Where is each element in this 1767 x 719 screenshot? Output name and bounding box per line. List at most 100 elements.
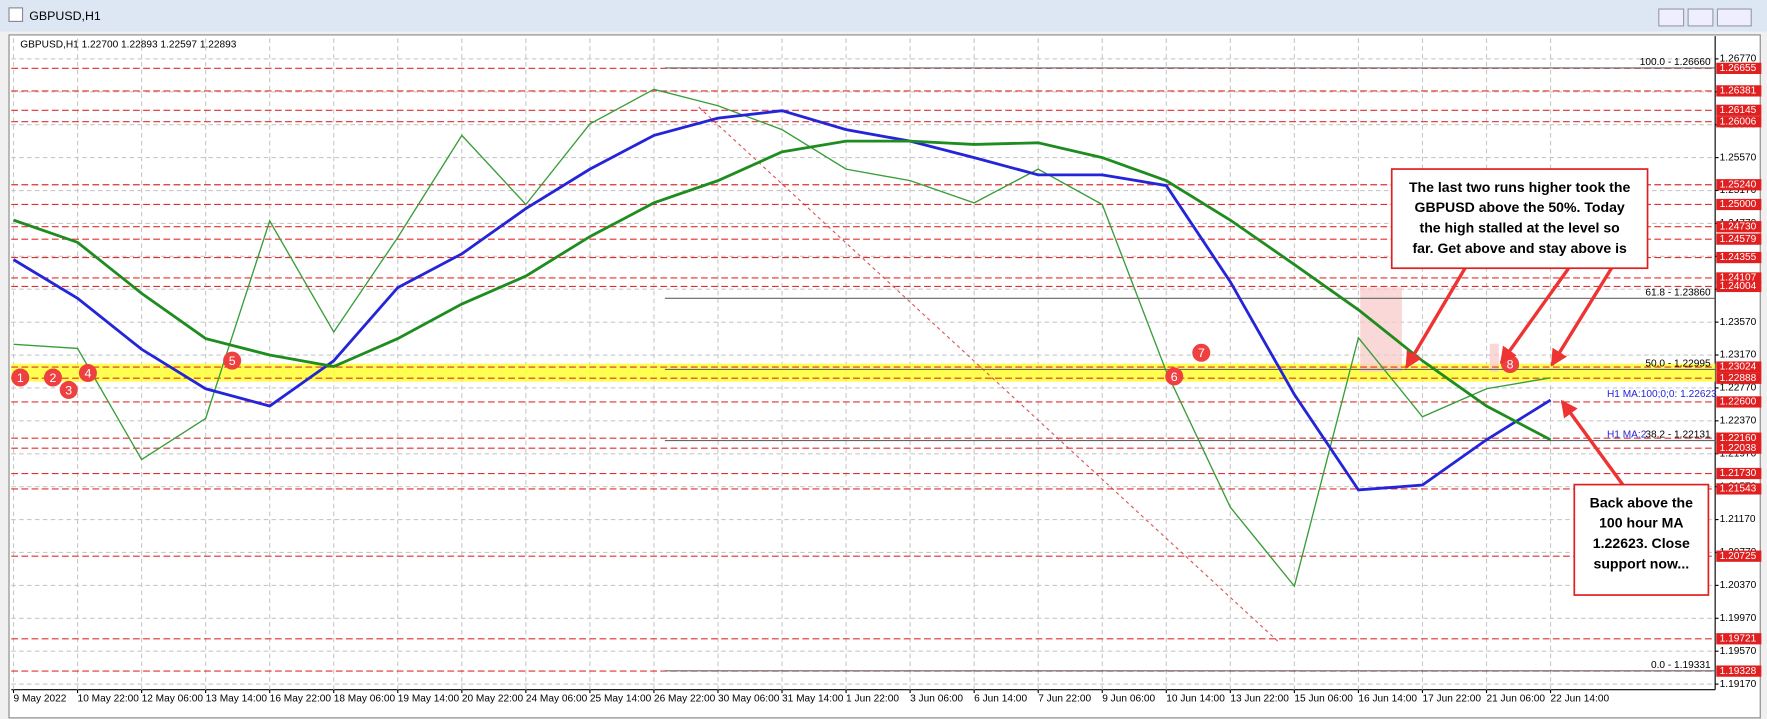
arrow bbox=[1550, 267, 1613, 367]
x-tick-label: 31 May 14:00 bbox=[782, 693, 844, 704]
marker-label: 7 bbox=[1198, 346, 1205, 360]
level-tag bbox=[1716, 116, 1762, 128]
marker-label: 4 bbox=[84, 366, 91, 380]
level-tag bbox=[1716, 179, 1762, 191]
y-tick-label: 1.23570 bbox=[1720, 317, 1757, 328]
marker-label: 1 bbox=[17, 371, 24, 385]
x-tick-label: 21 Jun 06:00 bbox=[1487, 693, 1546, 704]
level-label: 1.24730 bbox=[1720, 221, 1757, 232]
level-label: 1.22038 bbox=[1720, 443, 1757, 454]
x-tick-label: 19 May 14:00 bbox=[398, 693, 460, 704]
maximize-button[interactable] bbox=[1687, 8, 1714, 27]
marker-label: 8 bbox=[1507, 357, 1514, 371]
fib-label: 50.0 - 1.22995 bbox=[1645, 358, 1711, 369]
y-tick-label: 1.19570 bbox=[1720, 646, 1757, 657]
marker-circle bbox=[11, 368, 30, 387]
x-tick-label: 16 Jun 14:00 bbox=[1358, 693, 1417, 704]
level-label: 1.23024 bbox=[1720, 362, 1757, 373]
level-tag bbox=[1716, 633, 1762, 645]
level-tag bbox=[1716, 372, 1762, 384]
level-tag bbox=[1716, 483, 1762, 495]
fib-label: 0.0 - 1.19331 bbox=[1651, 660, 1711, 671]
x-tick-label: 18 May 06:00 bbox=[334, 693, 396, 704]
x-tick-label: 13 Jun 22:00 bbox=[1230, 693, 1289, 704]
level-label: 1.24355 bbox=[1720, 252, 1757, 263]
x-tick-label: 7 Jun 22:00 bbox=[1038, 693, 1091, 704]
annotation-text: 1.22623. Close bbox=[1593, 535, 1690, 551]
x-tick-label: 13 May 14:00 bbox=[206, 693, 268, 704]
marker-circle bbox=[1192, 343, 1211, 362]
ma-label: H1 MA:2 bbox=[1607, 430, 1647, 441]
fib-label: 38.2 - 1.22131 bbox=[1645, 430, 1711, 441]
x-tick-label: 17 Jun 22:00 bbox=[1422, 693, 1481, 704]
level-tag bbox=[1716, 467, 1762, 480]
x-tick-label: 15 Jun 06:00 bbox=[1294, 693, 1353, 704]
highlight bbox=[1489, 343, 1499, 372]
level-tag bbox=[1716, 221, 1762, 233]
window-title: GBPUSD,H1 bbox=[29, 9, 101, 23]
level-tag bbox=[1716, 396, 1762, 408]
y-tick-label: 1.25170 bbox=[1720, 185, 1757, 196]
ma-label: H1 MA:100;0;0: 1.22623 bbox=[1607, 389, 1717, 400]
marker-circle bbox=[43, 368, 62, 387]
x-tick-label: 12 May 06:00 bbox=[142, 693, 204, 704]
x-tick-label: 20 May 22:00 bbox=[462, 693, 524, 704]
level-tag bbox=[1716, 251, 1762, 264]
x-tick-label: 9 May 2022 bbox=[14, 693, 67, 704]
level-label: 1.19328 bbox=[1720, 666, 1757, 677]
info-line: GBPUSD,H1 1.22700 1.22893 1.22597 1.2289… bbox=[20, 40, 237, 51]
moving-average bbox=[13, 139, 1552, 442]
x-tick-label: 16 May 22:00 bbox=[270, 693, 332, 704]
level-tag bbox=[1716, 272, 1762, 284]
level-label: 1.21543 bbox=[1720, 484, 1757, 495]
arrow bbox=[1560, 399, 1625, 486]
x-tick-label: 10 May 22:00 bbox=[78, 693, 140, 704]
trend-line bbox=[698, 106, 1280, 643]
level-tag bbox=[1716, 233, 1762, 245]
y-tick-label: 1.23170 bbox=[1720, 350, 1757, 361]
x-tick-label: 6 Jun 14:00 bbox=[974, 693, 1027, 704]
y-tick-label: 1.21170 bbox=[1720, 514, 1756, 525]
moving-average bbox=[12, 109, 1552, 492]
level-tag bbox=[1716, 432, 1762, 444]
marker-label: 5 bbox=[229, 354, 236, 368]
support-zone bbox=[11, 363, 1716, 382]
level-tag bbox=[1716, 85, 1762, 97]
level-label: 1.26006 bbox=[1720, 116, 1757, 127]
x-tick-label: 9 Jun 06:00 bbox=[1102, 693, 1155, 704]
x-tick-label: 3 Jun 06:00 bbox=[910, 693, 963, 704]
annotation-text: Back above the bbox=[1590, 494, 1693, 510]
title-bar bbox=[0, 0, 1767, 32]
level-label: 1.19721 bbox=[1720, 633, 1757, 644]
y-tick-label: 1.22770 bbox=[1720, 383, 1757, 394]
fib-label: 61.8 - 1.23860 bbox=[1645, 287, 1711, 298]
marker-circle bbox=[1165, 367, 1184, 386]
level-tag bbox=[1716, 62, 1762, 74]
level-label: 1.24579 bbox=[1720, 234, 1757, 245]
level-label: 1.25240 bbox=[1720, 179, 1757, 190]
level-label: 1.22888 bbox=[1720, 373, 1757, 384]
annotation-text: the high stalled at the level so bbox=[1420, 219, 1621, 235]
y-tick-label: 1.22370 bbox=[1720, 416, 1757, 427]
level-tag bbox=[1716, 665, 1762, 677]
x-tick-label: 30 May 06:00 bbox=[718, 693, 780, 704]
annotation-text: The last two runs higher took the bbox=[1409, 179, 1631, 195]
minimize-button[interactable] bbox=[1658, 8, 1685, 27]
annotation-text: far. Get above and stay above is bbox=[1412, 240, 1627, 256]
level-label: 1.22600 bbox=[1720, 397, 1757, 408]
price-line bbox=[13, 88, 1551, 588]
y-tick-label: 1.19170 bbox=[1720, 679, 1757, 690]
marker-circle bbox=[59, 380, 78, 399]
level-tag bbox=[1716, 442, 1762, 454]
window-icon bbox=[8, 7, 24, 22]
x-tick-label: 1 Jun 22:00 bbox=[846, 693, 899, 704]
level-label: 1.21730 bbox=[1720, 468, 1757, 479]
level-tag bbox=[1716, 104, 1762, 116]
marker-circle bbox=[223, 351, 242, 370]
close-button[interactable] bbox=[1716, 8, 1752, 27]
level-label: 1.26145 bbox=[1720, 105, 1757, 116]
level-tag bbox=[1716, 550, 1762, 562]
arrow bbox=[1499, 267, 1571, 365]
